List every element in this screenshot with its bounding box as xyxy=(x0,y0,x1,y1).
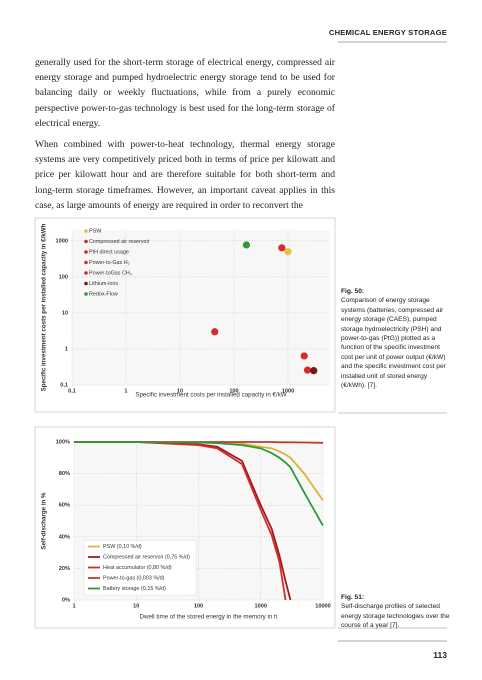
x-tick-label: 1000 xyxy=(282,388,294,394)
y-tick-label: 40% xyxy=(59,534,70,540)
plot-area xyxy=(72,230,330,385)
series-line xyxy=(74,441,324,527)
figure-label: Fig. 51: xyxy=(341,594,365,601)
y-tick-label: 80% xyxy=(59,471,70,477)
legend-label: PSW xyxy=(89,228,102,234)
y-tick-label: 0% xyxy=(62,597,70,603)
y-tick-label: 1000 xyxy=(56,238,68,244)
legend-label: Lithium-ions xyxy=(89,281,118,287)
point xyxy=(310,367,318,375)
legend-marker xyxy=(84,250,88,254)
point xyxy=(242,241,251,249)
x-tick-label: 0,1 xyxy=(68,388,76,394)
legend-label: Compressed air reservoir (0,75 %/d) xyxy=(103,554,190,560)
legend-marker xyxy=(84,271,88,275)
x-axis-label: Dwell time of the stored energy in the m… xyxy=(140,614,278,621)
x-tick-label: 10000 xyxy=(315,603,331,609)
legend-label: Power-to-gas (0,003 %/d) xyxy=(103,575,165,581)
legend-label: Redox-Flow xyxy=(89,291,118,297)
legend-label: Battery storage (0,15 %/d) xyxy=(103,586,166,592)
figure-caption: Fig. 51: Self-discharge profiles of selec… xyxy=(341,593,453,631)
page-number: 113 xyxy=(433,650,447,660)
legend-label: Power-toGas CH₄ xyxy=(89,270,132,276)
y-tick-label: 100% xyxy=(56,439,70,445)
point xyxy=(284,248,292,256)
legend-box xyxy=(83,540,197,596)
caption-text: Self-discharge profiles of selected ener… xyxy=(341,603,450,630)
legend-label: Power-to-Gas H₂ xyxy=(89,260,130,266)
x-tick-label: 1 xyxy=(72,603,75,609)
y-tick-label: 100 xyxy=(59,274,68,280)
point xyxy=(211,328,219,336)
y-axis-label: Specific investment costs per installed … xyxy=(41,223,48,391)
x-tick-label: 1000 xyxy=(255,603,267,609)
legend-label: Heat accumulator (0,80 %/d) xyxy=(103,565,172,571)
legend-label: PtH direct usage xyxy=(89,249,129,255)
x-tick-label: 1 xyxy=(124,388,127,394)
figure-frame xyxy=(34,426,336,629)
x-tick-label: 10 xyxy=(177,388,183,394)
y-tick-label: 60% xyxy=(59,503,70,509)
legend-marker xyxy=(84,292,88,296)
figure-caption: Fig. 50: Comparison of energy storage sys… xyxy=(341,287,453,390)
point xyxy=(278,244,286,252)
point xyxy=(303,366,312,374)
paragraph: generally used for the short-term storag… xyxy=(35,57,335,129)
legend-label: PSW (0,10 %/d) xyxy=(103,544,142,550)
y-tick-label: 10 xyxy=(62,310,68,316)
figure-frame xyxy=(34,217,336,413)
paragraph: When combined with power-to-heat technol… xyxy=(35,139,335,211)
y-tick-label: 0,1 xyxy=(60,382,68,388)
y-axis-label: Self-discharge in % xyxy=(41,492,48,550)
x-tick-label: 10 xyxy=(133,603,139,609)
point xyxy=(300,352,308,360)
legend-marker xyxy=(84,239,88,244)
legend-marker xyxy=(84,260,88,265)
y-tick-label: 1 xyxy=(65,346,68,352)
legend-marker xyxy=(84,229,88,233)
x-tick-label: 100 xyxy=(194,603,203,609)
section-header: CHEMICAL ENERGY STORAGE xyxy=(328,28,447,37)
figure-label: Fig. 50: xyxy=(341,288,365,295)
y-tick-label: 20% xyxy=(59,566,70,572)
x-axis-label: Specific investment costs per installed … xyxy=(135,392,286,399)
caption-text: Comparison of energy storage systems (ba… xyxy=(341,297,446,390)
legend-marker xyxy=(84,281,88,286)
legend-label: Compressed air reservoir xyxy=(89,239,150,245)
x-tick-label: 100 xyxy=(229,388,238,394)
